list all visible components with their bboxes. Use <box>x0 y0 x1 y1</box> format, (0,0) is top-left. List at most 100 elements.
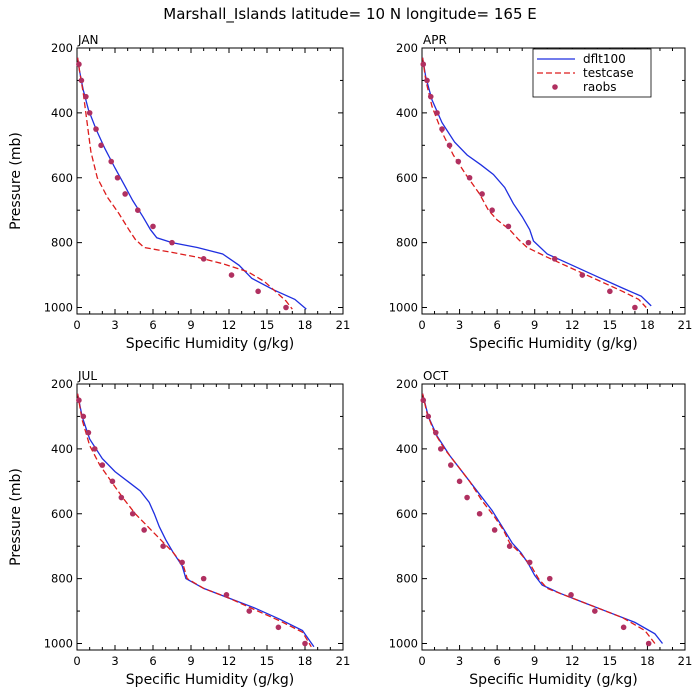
testcase-line <box>76 57 293 310</box>
raobs-point <box>98 142 104 149</box>
raobs-point <box>505 223 512 230</box>
y-tick-label: 200 <box>51 377 73 391</box>
x-axis-label: Specific Humidity (g/kg) <box>126 336 294 352</box>
raobs-point <box>420 61 427 68</box>
raobs-point <box>80 413 87 420</box>
plot-frame <box>76 383 344 651</box>
x-axis-label: Specific Humidity (g/kg) <box>469 336 637 352</box>
x-tick-label: 9 <box>531 318 538 332</box>
y-tick-label: 800 <box>396 572 418 586</box>
raobs-point <box>302 640 308 647</box>
raobs-point <box>91 446 98 452</box>
panel-apr: APR 0 3 6 9 12 15 18 21 200 400 600 800 1000 Specific … <box>389 33 693 352</box>
panel-label: JAN <box>77 33 99 47</box>
raobs-point <box>455 158 462 165</box>
y-tick-label: 400 <box>51 442 73 456</box>
x-tick-label: 15 <box>603 654 618 668</box>
raobs-point <box>99 462 106 468</box>
x-tick-label: 12 <box>222 318 237 332</box>
legend-label-dflt100: dflt100 <box>583 52 626 66</box>
raobs-point <box>86 110 93 116</box>
raobs-point <box>476 510 483 517</box>
y-tick-label: 600 <box>51 507 73 521</box>
raobs-point <box>179 559 185 566</box>
raobs-point <box>424 77 430 84</box>
y-tick-label: 1000 <box>44 637 73 651</box>
y-tick-label: 400 <box>51 106 73 120</box>
x-tick-label: 12 <box>565 318 580 332</box>
x-tick-label: 18 <box>298 654 313 668</box>
raobs-point <box>526 559 533 566</box>
raobs-point <box>568 592 574 598</box>
raobs-point <box>135 207 141 213</box>
raobs-point <box>129 510 136 517</box>
raobs-point <box>489 207 495 213</box>
plot-frame <box>421 383 686 651</box>
x-tick-label: 15 <box>260 654 275 668</box>
panel-oct: OCT 0 3 6 9 12 15 18 21 200 400 600 800 1000 Specific … <box>389 369 693 688</box>
raobs-point <box>114 174 121 181</box>
y-tick-label: 1000 <box>44 301 73 315</box>
y-tick-label: 1000 <box>389 301 418 315</box>
plot-frame <box>421 47 686 315</box>
raobs-point <box>420 397 427 404</box>
raobs-point <box>439 126 445 132</box>
x-tick-label: 6 <box>493 318 500 332</box>
x-tick-label: 6 <box>149 318 156 332</box>
y-tick-label: 800 <box>51 572 73 586</box>
y-axis-label: Pressure (mb) <box>8 468 24 566</box>
legend-swatch-raobs <box>552 84 558 90</box>
x-tick-label: 9 <box>531 654 538 668</box>
y-tick-label: 600 <box>51 171 73 185</box>
panel-jul: JUL 0 3 6 9 12 15 18 21 200 400 600 800 1000 Specific … <box>8 369 350 688</box>
x-tick-label: 21 <box>336 318 351 332</box>
x-tick-label: 0 <box>73 318 80 332</box>
dflt100-line <box>421 393 664 644</box>
y-tick-label: 800 <box>51 236 73 250</box>
raobs-point <box>255 288 261 295</box>
y-axis-label: Pressure (mb) <box>8 132 24 230</box>
raobs-point <box>446 142 453 149</box>
x-tick-label: 0 <box>418 318 425 332</box>
x-tick-label: 21 <box>678 654 693 668</box>
raobs-point <box>141 527 147 533</box>
raobs-point <box>246 608 253 614</box>
raobs-point <box>169 239 175 246</box>
raobs-point <box>525 239 532 246</box>
x-tick-label: 15 <box>603 318 618 332</box>
y-tick-label: 400 <box>396 442 418 456</box>
x-axis-label: Specific Humidity (g/kg) <box>126 672 294 688</box>
x-tick-label: 6 <box>149 654 156 668</box>
panel-label: OCT <box>423 369 449 383</box>
x-tick-label: 18 <box>640 318 655 332</box>
raobs-point <box>83 93 89 100</box>
y-tick-label: 1000 <box>389 637 418 651</box>
raobs-point <box>228 272 235 278</box>
testcase-line <box>421 393 656 644</box>
dflt100-line <box>421 57 652 307</box>
x-tick-label: 3 <box>456 318 463 332</box>
raobs-point <box>464 494 470 501</box>
raobs-point <box>479 191 485 197</box>
legend-label-raobs: raobs <box>583 80 617 94</box>
raobs-point <box>76 61 82 68</box>
y-tick-label: 200 <box>51 41 73 55</box>
raobs-point <box>150 223 156 230</box>
raobs-point <box>551 256 558 262</box>
raobs-point <box>93 126 99 132</box>
raobs-point <box>200 256 207 262</box>
legend-label-testcase: testcase <box>583 66 634 80</box>
x-tick-label: 6 <box>493 654 500 668</box>
raobs-point <box>466 174 473 181</box>
x-tick-label: 21 <box>336 654 351 668</box>
x-tick-label: 21 <box>678 318 693 332</box>
raobs-point <box>592 608 598 614</box>
plot-frame <box>76 47 344 315</box>
dflt100-line <box>76 393 315 648</box>
x-tick-label: 3 <box>111 654 118 668</box>
dflt100-line <box>76 57 307 310</box>
raobs-point <box>437 446 444 452</box>
raobs-point <box>456 478 463 485</box>
x-axis-label: Specific Humidity (g/kg) <box>469 672 637 688</box>
raobs-point <box>108 158 114 165</box>
